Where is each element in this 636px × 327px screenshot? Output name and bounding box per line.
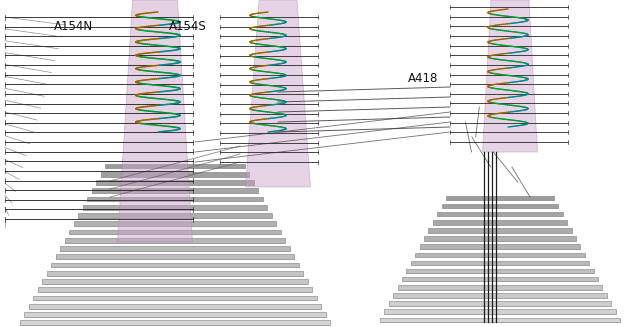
FancyBboxPatch shape (92, 188, 258, 193)
FancyBboxPatch shape (105, 164, 245, 168)
FancyBboxPatch shape (406, 269, 593, 273)
FancyBboxPatch shape (65, 238, 285, 243)
FancyBboxPatch shape (52, 263, 298, 267)
FancyBboxPatch shape (34, 296, 317, 300)
FancyBboxPatch shape (402, 277, 598, 281)
FancyBboxPatch shape (47, 271, 303, 276)
FancyBboxPatch shape (38, 287, 312, 292)
FancyBboxPatch shape (380, 318, 620, 322)
FancyBboxPatch shape (446, 196, 554, 200)
FancyBboxPatch shape (411, 261, 589, 265)
FancyBboxPatch shape (83, 205, 267, 210)
FancyBboxPatch shape (441, 204, 558, 208)
FancyBboxPatch shape (78, 213, 272, 218)
FancyBboxPatch shape (100, 172, 249, 177)
FancyBboxPatch shape (389, 301, 611, 306)
FancyBboxPatch shape (424, 236, 576, 241)
FancyBboxPatch shape (56, 254, 294, 259)
FancyBboxPatch shape (25, 312, 326, 317)
Text: A154N: A154N (53, 20, 93, 33)
FancyBboxPatch shape (384, 309, 616, 314)
FancyBboxPatch shape (437, 212, 563, 216)
Polygon shape (245, 0, 310, 187)
FancyBboxPatch shape (415, 252, 584, 257)
Polygon shape (483, 0, 537, 152)
FancyBboxPatch shape (74, 221, 276, 226)
FancyBboxPatch shape (20, 320, 330, 325)
FancyBboxPatch shape (433, 220, 567, 225)
FancyBboxPatch shape (69, 230, 280, 234)
FancyBboxPatch shape (96, 180, 254, 185)
FancyBboxPatch shape (420, 244, 581, 249)
FancyBboxPatch shape (60, 246, 289, 251)
Text: A154S: A154S (169, 20, 207, 33)
Text: A418: A418 (408, 72, 438, 85)
FancyBboxPatch shape (429, 228, 572, 232)
FancyBboxPatch shape (393, 293, 607, 298)
FancyBboxPatch shape (87, 197, 263, 201)
FancyBboxPatch shape (398, 285, 602, 289)
FancyBboxPatch shape (43, 279, 308, 284)
Polygon shape (118, 0, 193, 242)
FancyBboxPatch shape (29, 304, 321, 308)
